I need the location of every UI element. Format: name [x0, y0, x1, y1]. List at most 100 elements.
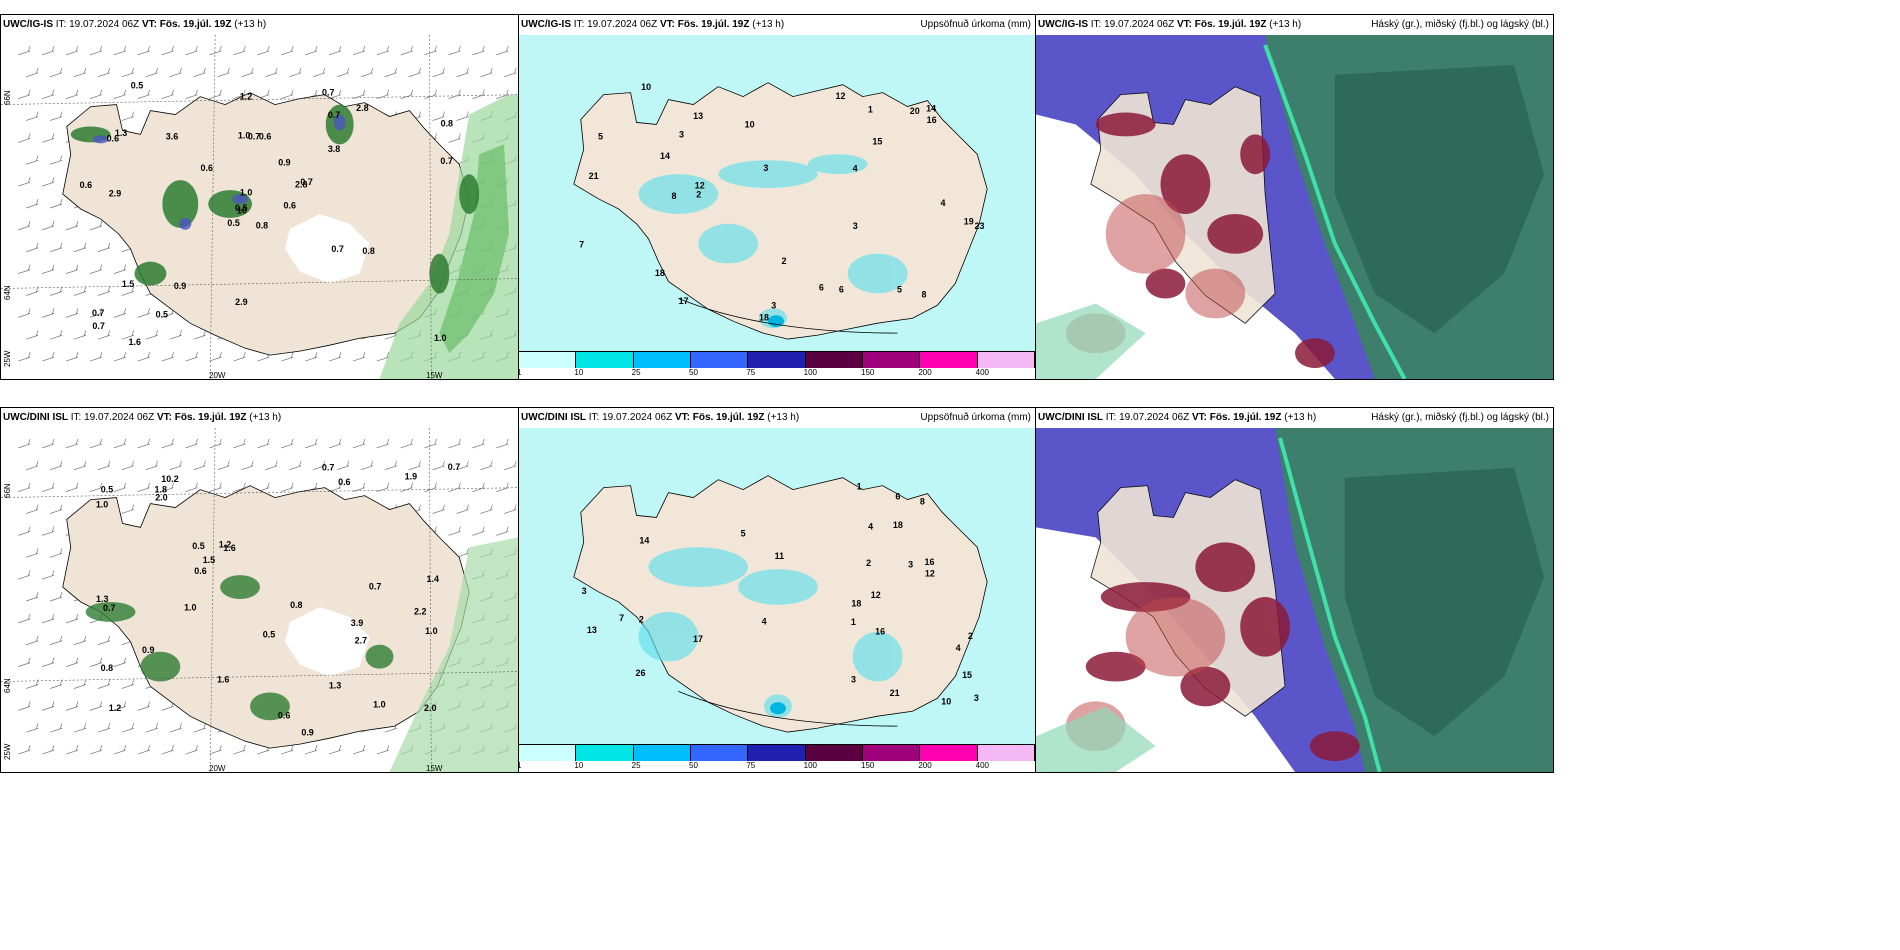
wind-barb — [113, 438, 127, 449]
panel-top-left-wind-precip: UWC/IG-IS IT: 19.07.2024 06Z VT: Fös. 19… — [0, 14, 519, 380]
value-label: 0.8 — [290, 600, 302, 610]
colorbar-tick: 10 — [574, 761, 584, 770]
colorbar-cell — [576, 352, 634, 368]
value-label: 18 — [893, 520, 903, 530]
cloud-edge — [1278, 437, 1382, 772]
value-label: 4 — [853, 163, 858, 173]
value-label: 10 — [745, 120, 755, 130]
wind-barb — [289, 67, 302, 78]
value-label: 0.6 — [278, 711, 290, 721]
value-label: 1.3 — [115, 128, 127, 138]
value-label: 4 — [762, 617, 767, 627]
wind-barb — [18, 220, 31, 231]
lat-label-66: 66N — [3, 483, 12, 498]
wind-barb — [113, 45, 127, 56]
wind-barb — [281, 352, 294, 362]
iceland-land — [62, 92, 470, 356]
wind-barb — [360, 460, 374, 471]
wind-barb — [73, 635, 87, 646]
wind-barb — [49, 635, 63, 646]
colorbar-tick: 200 — [918, 368, 932, 377]
value-label: 0.5 — [235, 203, 247, 213]
value-label: 1.6 — [129, 337, 141, 347]
wind-barb — [137, 45, 151, 56]
graticule — [1, 35, 518, 379]
wind-barb — [89, 89, 103, 99]
wind-barb — [233, 438, 246, 449]
wind-barb — [113, 352, 127, 362]
value-label: 18 — [759, 313, 769, 323]
value-label: 14 — [660, 151, 670, 161]
wind-barb — [456, 111, 469, 121]
wind-barb — [456, 67, 469, 78]
value-label: 0.6 — [107, 134, 119, 144]
panel-title: UWC/IG-IS IT: 19.07.2024 06Z VT: Fös. 19… — [1038, 19, 1302, 30]
value-label: 17 — [693, 634, 703, 644]
value-label: 21 — [890, 688, 900, 698]
value-label: 2.9 — [109, 189, 121, 199]
value-label: 2 — [968, 631, 973, 641]
wind-barb — [49, 198, 63, 209]
value-label: 6 — [819, 283, 824, 293]
value-label: 3 — [771, 301, 776, 311]
wind-barb — [281, 482, 294, 492]
wind-barb — [304, 745, 318, 755]
cloud-edge — [1263, 44, 1407, 379]
lon-label-25: 25W — [3, 350, 12, 367]
wind-barb — [121, 723, 135, 733]
value-label: 4 — [868, 522, 873, 532]
wind-barb — [408, 67, 421, 78]
value-label: 0.8 — [441, 119, 453, 129]
wind-barb — [480, 504, 493, 514]
wind-barb — [209, 438, 222, 449]
value-label: 1 — [851, 617, 856, 627]
wind-barb — [193, 330, 206, 340]
value-label: 1.0 — [425, 626, 437, 636]
wind-barb — [161, 482, 174, 492]
value-label: 0.7 — [322, 462, 334, 472]
wind-barb — [49, 111, 63, 121]
wind-barb — [65, 220, 79, 231]
lon-label-15: 15W — [426, 764, 443, 773]
wind-barb — [49, 242, 63, 253]
wind-barb — [18, 613, 31, 624]
value-label: 11 — [775, 551, 784, 561]
wind-barb — [26, 548, 39, 558]
colorbar-tick: 25 — [631, 368, 641, 377]
value-label: 1.4 — [427, 574, 439, 584]
wind-barb — [185, 745, 198, 755]
wind-barb — [161, 438, 174, 449]
map-area: 5 3 4 3 20 18 3 2 14 23 19 13 15 18 21 17 12 10 8 6 5 4 3 2 1 14 1… — [519, 35, 1035, 351]
wind-barb — [281, 45, 294, 56]
value-label: 0.6 — [201, 163, 213, 173]
wind-barb — [376, 352, 390, 362]
map-svg — [1036, 35, 1553, 379]
value-label: 6 — [839, 284, 844, 294]
colorbar-cell — [690, 352, 749, 368]
value-label: 3 — [908, 560, 913, 570]
value-label: 1.2 — [240, 92, 252, 102]
value-label: 6 — [895, 492, 900, 502]
wind-barb — [18, 570, 31, 580]
wind-barb — [169, 723, 182, 733]
colorbar-tick: 200 — [918, 761, 932, 770]
value-label: 0.6 — [338, 477, 350, 487]
value-label: 0.7 — [331, 244, 343, 254]
wind-barb — [376, 745, 390, 755]
wind-barb — [73, 723, 87, 733]
wind-barb — [161, 89, 174, 99]
value-label: 1.0 — [184, 602, 196, 612]
value-label: 21 — [589, 171, 599, 181]
colorbar-cell — [519, 352, 577, 368]
mid-cloud-red — [1095, 112, 1335, 369]
wind-barb — [42, 570, 55, 580]
wind-barb — [456, 504, 469, 514]
value-label: 8 — [672, 191, 677, 201]
value-label: 1.5 — [203, 555, 215, 565]
panel-variable-label: Uppsöfnuð úrkoma (mm) — [920, 412, 1031, 423]
wind-barb — [209, 45, 222, 56]
wind-barb — [42, 308, 55, 318]
colorbar-tick: 25 — [631, 761, 641, 770]
wind-barb — [376, 482, 390, 492]
